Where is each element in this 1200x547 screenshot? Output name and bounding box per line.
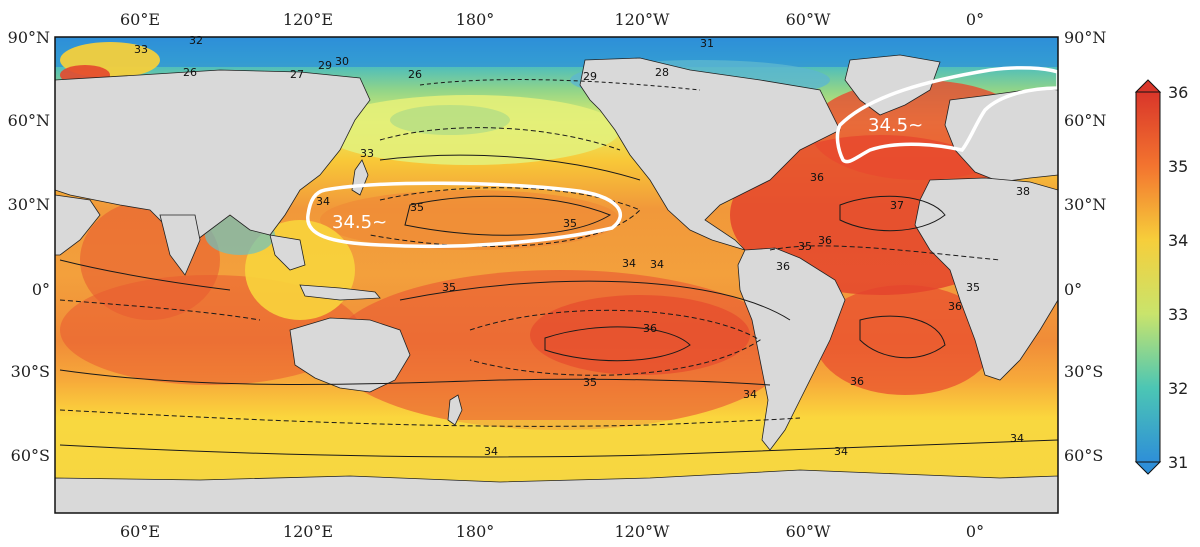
contour-label: 34 bbox=[316, 195, 330, 208]
contour-label: 28 bbox=[655, 66, 669, 79]
contour-label: 36 bbox=[818, 234, 832, 247]
contour-label: 35 bbox=[798, 240, 812, 253]
north-pacific-highlight bbox=[306, 181, 623, 249]
lon-tick-label: 0° bbox=[966, 522, 984, 541]
lon-tick-label: 60°W bbox=[786, 522, 831, 541]
contour-label: 36 bbox=[948, 300, 962, 313]
contour-label: 34 bbox=[484, 445, 498, 458]
contour-label: 37 bbox=[890, 199, 904, 212]
contour-label: 35 bbox=[563, 217, 577, 230]
contour-label: 34 bbox=[834, 445, 848, 458]
contour-label: 35 bbox=[442, 281, 456, 294]
colorbar-tick-label: 34 bbox=[1168, 231, 1188, 250]
contour-label: 36 bbox=[643, 322, 657, 335]
lon-tick-label: 120°W bbox=[615, 522, 671, 541]
contour-label: 35 bbox=[966, 281, 980, 294]
contour-label: 33 bbox=[360, 147, 374, 160]
lat-tick-label: 0° bbox=[32, 280, 50, 299]
lat-tick-label: 90°N bbox=[1064, 28, 1106, 47]
lat-tick-label: 0° bbox=[1064, 280, 1082, 299]
lat-tick-label: 90°N bbox=[8, 28, 50, 47]
lat-tick-label: 30°S bbox=[11, 362, 50, 381]
contour-label: 30 bbox=[335, 55, 349, 68]
lon-tick-label: 60°E bbox=[120, 10, 160, 29]
lat-tick-label: 60°N bbox=[8, 111, 50, 130]
contour-label: 35 bbox=[583, 376, 597, 389]
annotation-atlantic: 34.5~ bbox=[868, 115, 923, 136]
lat-tick-label: 30°N bbox=[1064, 195, 1106, 214]
contour-label: 34 bbox=[743, 388, 757, 401]
colorbar-max-arrow bbox=[1134, 79, 1162, 93]
contour-label: 35 bbox=[410, 201, 424, 214]
bottom-longitude-ticks: 60°E 120°E 180° 120°W 60°W 0° bbox=[120, 522, 984, 541]
colorbar-min-arrow bbox=[1134, 461, 1162, 475]
lat-tick-label: 30°N bbox=[8, 195, 50, 214]
colorbar-tick-label: 31 bbox=[1168, 453, 1188, 472]
contour-label: 36 bbox=[776, 260, 790, 273]
map-frame bbox=[54, 36, 1059, 514]
colorbar-tick-label: 33 bbox=[1168, 305, 1188, 324]
contour-label: 33 bbox=[134, 43, 148, 56]
lon-tick-label: 120°E bbox=[283, 10, 333, 29]
contour-value-labels: 33 32 31 30 29 26 27 26 29 28 33 34 35 3… bbox=[134, 34, 1030, 458]
north-atlantic-highlight bbox=[835, 66, 1060, 164]
lon-tick-label: 60°E bbox=[120, 522, 160, 541]
contour-label: 32 bbox=[189, 34, 203, 47]
land-layer bbox=[54, 54, 1059, 514]
contour-label: 29 bbox=[318, 59, 332, 72]
lat-tick-label: 60°S bbox=[11, 446, 50, 465]
top-longitude-ticks: 60°E 120°E 180° 120°W 60°W 0° bbox=[120, 10, 984, 29]
colorbar: 36 35 34 33 32 31 bbox=[1134, 79, 1188, 475]
contour-lines bbox=[59, 79, 1059, 458]
contour-label: 34 bbox=[1010, 432, 1024, 445]
lon-tick-label: 0° bbox=[966, 10, 984, 29]
contour-label: 34 bbox=[622, 257, 636, 270]
contour-label: 26 bbox=[183, 66, 197, 79]
lat-tick-label: 60°N bbox=[1064, 111, 1106, 130]
lon-tick-label: 60°W bbox=[786, 10, 831, 29]
colorbar-tick-label: 35 bbox=[1168, 157, 1188, 176]
colorbar-tick-label: 36 bbox=[1168, 83, 1188, 102]
colorbar-scale bbox=[1135, 91, 1161, 463]
annotation-pacific: 34.5~ bbox=[332, 212, 387, 233]
left-latitude-ticks: 90°N 60°N 30°N 0° 30°S 60°S bbox=[8, 28, 50, 465]
contour-label: 36 bbox=[810, 171, 824, 184]
lon-tick-label: 180° bbox=[456, 522, 495, 541]
contour-label: 31 bbox=[700, 37, 714, 50]
contour-label: 27 bbox=[290, 68, 304, 81]
colorbar-tick-label: 32 bbox=[1168, 379, 1188, 398]
contour-label: 34 bbox=[650, 258, 664, 271]
lat-tick-label: 30°S bbox=[1064, 362, 1103, 381]
contour-label: 29 bbox=[583, 70, 597, 83]
highlight-regions bbox=[306, 66, 1060, 249]
lon-tick-label: 120°E bbox=[283, 522, 333, 541]
right-latitude-ticks: 90°N 60°N 30°N 0° 30°S 60°S bbox=[1064, 28, 1106, 465]
lat-tick-label: 60°S bbox=[1064, 446, 1103, 465]
contour-label: 38 bbox=[1016, 185, 1030, 198]
contour-label: 26 bbox=[408, 68, 422, 81]
lon-tick-label: 120°W bbox=[615, 10, 671, 29]
lon-tick-label: 180° bbox=[456, 10, 495, 29]
contour-label: 36 bbox=[850, 375, 864, 388]
